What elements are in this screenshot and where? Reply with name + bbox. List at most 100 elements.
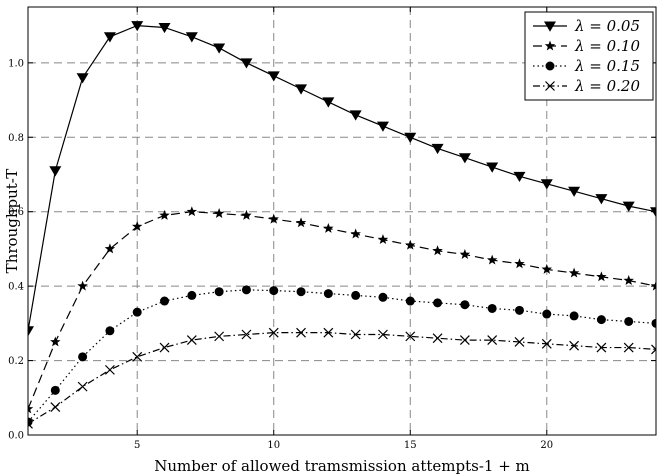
data-point [541,263,553,274]
data-point [651,318,656,328]
data-point [404,132,417,143]
data-point [431,143,444,155]
y-tick-label: 1.0 [8,58,24,69]
data-point [50,336,61,347]
data-point [28,326,34,337]
legend-marker [544,40,556,51]
data-point [622,201,635,212]
data-point [295,84,308,95]
y-tick-label: 0.6 [8,207,24,218]
data-point [323,289,333,299]
data-point [240,58,253,69]
data-point [103,32,116,43]
series-3 [28,327,656,429]
data-point [596,315,606,325]
data-point [296,327,306,338]
series-2 [28,285,656,427]
data-point [459,249,471,259]
legend-marker [545,81,555,91]
data-point [241,209,252,220]
data-point [432,333,443,344]
data-point [132,351,143,362]
data-point [623,275,634,285]
data-point [624,316,634,326]
y-tick-label: 0.2 [8,356,24,367]
data-point [295,217,307,228]
data-point [405,239,416,250]
data-point [405,296,415,306]
series-0 [28,21,656,337]
legend-label: λ = 0.15 [574,57,640,75]
series-line [28,25,656,331]
data-point [350,329,361,340]
series-line [28,289,656,423]
data-point [595,194,608,205]
data-point [623,342,634,353]
series-line [28,211,656,410]
data-point [185,32,198,43]
series-layer [28,21,656,429]
legend-marker [544,21,556,32]
data-point [542,309,552,319]
y-tick-label: 0.4 [8,282,24,293]
data-point [131,221,143,232]
data-point [104,364,115,375]
data-point [651,344,656,355]
legend-label: λ = 0.05 [574,17,640,35]
data-point [323,327,334,338]
data-point [540,179,553,190]
data-point [650,280,656,291]
data-point [541,338,552,349]
data-point [514,305,524,315]
data-point [49,166,62,177]
x-tick-label: 20 [540,440,553,451]
data-point [213,43,226,54]
data-point [460,300,470,310]
data-point [487,303,497,313]
x-tick-label: 15 [404,440,417,451]
data-point [77,280,88,291]
data-point [241,285,251,295]
data-point [104,243,116,254]
y-tick-label: 0.8 [8,133,24,144]
data-point [28,418,33,429]
data-point [568,267,580,278]
plot-frame [27,6,657,436]
data-point [159,342,170,353]
data-point [78,352,88,362]
data-point [268,327,279,338]
x-tick-label: 10 [267,440,280,451]
data-point [433,298,443,308]
data-point [569,311,579,321]
data-point [486,162,499,173]
data-point [568,186,581,197]
data-point [186,335,197,346]
data-point [350,228,361,239]
data-point [131,21,144,32]
data-point [76,73,89,84]
data-point [77,381,88,392]
data-point [432,245,443,256]
data-point [187,290,197,300]
data-point [514,337,525,347]
data-point [378,329,388,340]
series-1 [28,206,656,414]
data-point [50,385,60,395]
y-axis-label: Throughput-T [3,169,21,274]
data-point [405,331,416,342]
x-tick-label: 5 [134,440,140,451]
data-point [378,292,388,302]
data-point [267,71,280,82]
data-point [351,290,361,300]
data-point [376,121,389,132]
data-point [487,335,498,346]
data-point [650,207,656,218]
data-point [596,342,607,353]
data-point [596,271,607,282]
data-point [50,402,61,413]
data-point [132,307,142,317]
data-point [458,153,471,164]
data-point [269,286,279,296]
legend-label: λ = 0.10 [574,37,640,55]
